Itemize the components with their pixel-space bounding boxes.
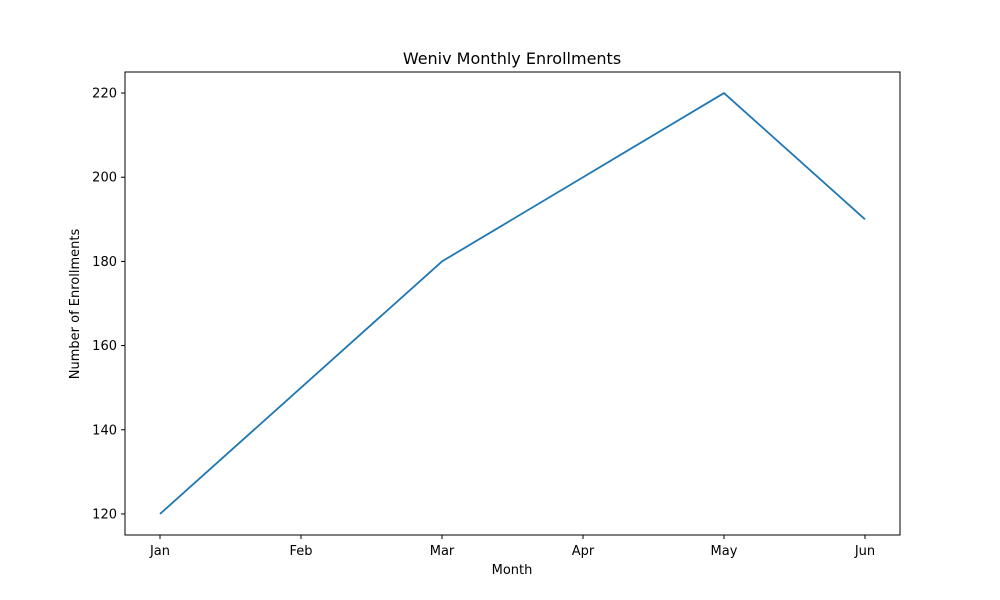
y-tick-label: 120 (92, 507, 117, 522)
x-axis-label: Month (492, 563, 533, 578)
x-axis-ticks: Jan Feb Mar Apr May Jun (149, 535, 875, 559)
y-axis-label: Number of Enrollments (68, 229, 83, 380)
chart-title: Weniv Monthly Enrollments (403, 49, 621, 68)
x-tick-label: Mar (430, 544, 455, 559)
plot-area-frame (124, 71, 901, 536)
x-tick-label: Jun (854, 544, 875, 559)
y-axis-ticks: 120 140 160 180 200 220 (92, 87, 125, 522)
y-tick-label: 140 (92, 423, 117, 438)
y-tick-label: 220 (92, 87, 117, 102)
y-tick-label: 160 (92, 339, 117, 354)
x-tick-label: Feb (289, 544, 312, 559)
x-tick-label: Jan (149, 544, 170, 559)
y-tick-label: 200 (92, 171, 117, 186)
x-tick-label: May (711, 544, 738, 559)
series-line (159, 92, 866, 515)
x-tick-label: Apr (572, 544, 595, 559)
y-tick-label: 180 (92, 255, 117, 270)
